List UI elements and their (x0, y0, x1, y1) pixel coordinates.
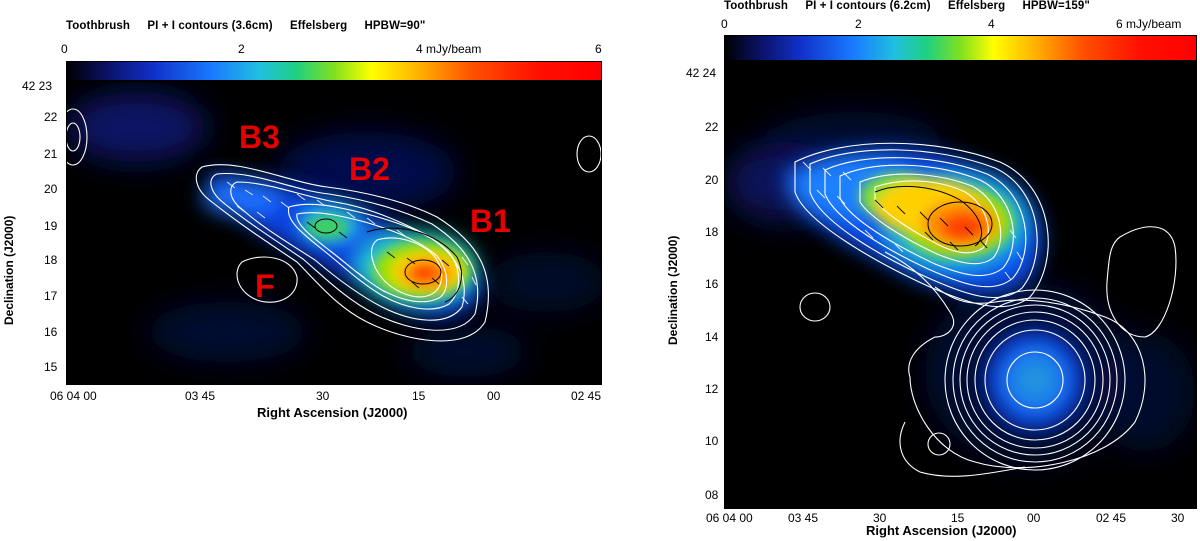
right-ra-tick: 00 (1027, 511, 1041, 525)
left-title-telescope: Effelsberg (289, 20, 348, 32)
left-ra-tick: 02 45 (571, 389, 602, 403)
left-ra-tick: 06 04 00 (50, 389, 97, 403)
left-ra-tick: 30 (316, 389, 330, 403)
right-cb-tick-4: 4 (988, 17, 995, 31)
left-dec-tick: 15 (44, 360, 58, 374)
right-ra-tick: 15 (951, 511, 965, 525)
label-b2: B2 (349, 151, 390, 187)
left-ra-tick: 03 45 (185, 389, 216, 403)
left-map: B3 B2 B1 F (66, 81, 602, 385)
left-x-axis-title: Right Ascension (J2000) (257, 405, 408, 420)
right-dec-tick: 18 (705, 225, 719, 239)
left-title: Toothbrush PI + I contours (3.6cm) Effel… (66, 20, 439, 32)
right-ra-tick: 30 (873, 511, 887, 525)
right-dec-tick: 14 (705, 330, 719, 344)
left-dec-tick: 20 (44, 182, 58, 196)
left-title-hpbw: HPBW=90" (364, 20, 426, 32)
right-map (724, 61, 1197, 509)
left-dec-tick: 18 (44, 253, 58, 267)
label-f: F (255, 268, 275, 304)
right-y-axis-title: Declination (J2000) (666, 235, 680, 345)
right-title-hpbw: HPBW=159" (1022, 0, 1090, 12)
right-dec-tick: 08 (705, 488, 719, 502)
right-x-axis-title: Right Ascension (J2000) (866, 523, 1017, 538)
left-dec-tick: 22 (44, 110, 58, 124)
left-cb-tick-2: 2 (238, 42, 245, 56)
left-colorbar (66, 61, 602, 81)
left-cb-tick-0: 0 (61, 42, 68, 56)
right-colorbar (724, 35, 1197, 61)
left-dec-tick: 19 (44, 219, 58, 233)
right-dec-tick: 42 24 (686, 66, 717, 80)
right-cb-tick-2: 2 (855, 17, 862, 31)
right-ra-tick: 02 45 (1096, 511, 1127, 525)
left-dec-tick: 17 (44, 289, 58, 303)
right-ra-tick: 03 45 (788, 511, 819, 525)
right-dec-tick: 20 (705, 173, 719, 187)
label-b3: B3 (239, 119, 280, 155)
right-cb-tick-6: 6 mJy/beam (1116, 17, 1182, 31)
right-dec-tick: 22 (705, 120, 719, 134)
right-title: Toothbrush PI + I contours (6.2cm) Effel… (724, 0, 1104, 12)
left-title-contours: PI + I contours (3.6cm) (147, 20, 273, 32)
left-ra-tick: 00 (487, 389, 501, 403)
right-ra-tick: 06 04 00 (706, 511, 753, 525)
left-cb-tick-6: 6 (595, 42, 602, 56)
right-title-source: Toothbrush (724, 0, 789, 12)
left-cb-tick-4: 4 mJy/beam (416, 42, 482, 56)
right-title-telescope: Effelsberg (947, 0, 1006, 12)
left-dec-tick: 16 (44, 325, 58, 339)
right-dec-tick: 10 (705, 434, 719, 448)
left-ra-tick: 15 (412, 389, 426, 403)
left-y-axis-title: Declination (J2000) (2, 215, 16, 325)
left-dec-tick: 21 (44, 147, 58, 161)
label-b1: B1 (470, 203, 511, 239)
right-cb-tick-0: 0 (721, 17, 728, 31)
left-dec-tick: 42 23 (22, 79, 53, 93)
right-ra-tick: 30 (1171, 511, 1185, 525)
right-title-contours: PI + I contours (6.2cm) (805, 0, 931, 12)
left-title-source: Toothbrush (66, 20, 131, 32)
right-dec-tick: 16 (705, 277, 719, 291)
right-dec-tick: 12 (705, 382, 719, 396)
